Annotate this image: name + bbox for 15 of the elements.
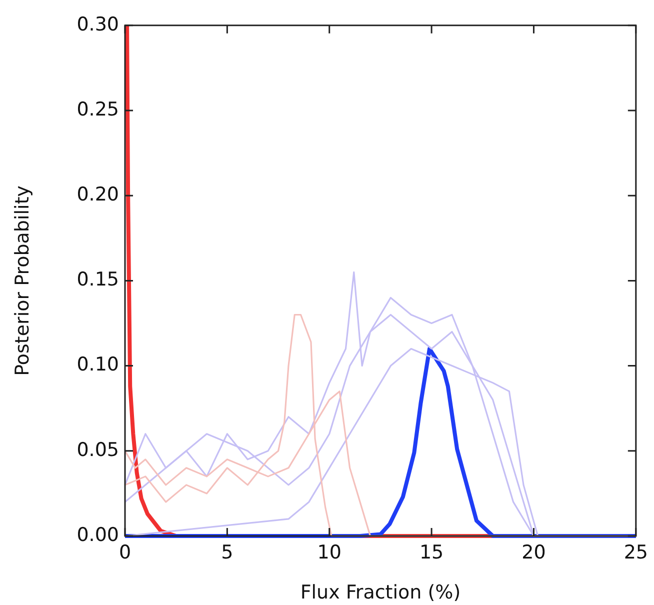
y-axis-title: Posterior Probability [11,185,34,376]
y-tick-label: 0.05 [76,438,119,461]
x-tick-label: 10 [317,541,342,564]
y-tick-label: 0.15 [76,268,119,291]
x-tick-label: 25 [624,541,648,564]
y-tick-label: 0.10 [76,354,119,376]
x-tick-label: 5 [221,541,234,564]
x-axis-title: Flux Fraction (%) [300,582,461,604]
y-tick-label: 0.00 [76,524,119,546]
x-tick-label: 15 [419,541,444,564]
y-tick-label: 0.20 [76,184,119,206]
y-tick-label: 0.25 [76,98,119,120]
y-tick-label: 0.30 [76,13,119,36]
x-tick-label: 0 [118,541,132,564]
x-tick-label: 20 [522,541,546,564]
